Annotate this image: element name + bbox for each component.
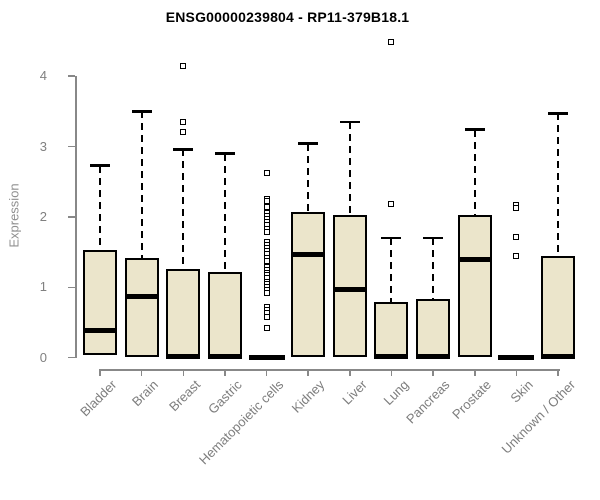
outlier-hematopoietic-cells: [263, 257, 270, 264]
median-brain: [124, 293, 159, 299]
outlier-lung: [388, 39, 395, 46]
outlier-hematopoietic-cells: [263, 228, 270, 235]
y-tick-label: 1: [39, 279, 47, 295]
median-breast: [166, 354, 201, 360]
outlier-hematopoietic-cells: [263, 198, 270, 205]
median-unknown-other: [541, 354, 576, 360]
x-axis-tick: [515, 369, 518, 376]
whisker-cap-kidney: [298, 142, 319, 145]
x-axis-tick: [99, 369, 101, 376]
outlier-hematopoietic-cells: [263, 325, 270, 332]
median-prostate: [457, 256, 492, 262]
y-axis-tick: [68, 216, 75, 218]
x-category-label: Kidney: [289, 377, 328, 416]
y-axis-tick: [68, 356, 75, 359]
y-axis-tick: [68, 145, 75, 148]
whisker-pancreas: [432, 238, 435, 299]
x-axis-tick: [140, 369, 143, 376]
outlier-lung: [388, 201, 395, 208]
x-category-label: Breast: [165, 377, 203, 415]
x-axis-tick: [349, 369, 351, 376]
x-category-label: Bladder: [77, 377, 120, 420]
box-pancreas: [416, 298, 451, 358]
whisker-liver: [348, 121, 351, 216]
chart-title: ENSG00000239804 - RP11-379B18.1: [165, 9, 410, 25]
x-axis-tick: [557, 369, 559, 376]
whisker-cap-brain: [131, 110, 152, 113]
whisker-cap-bladder: [90, 164, 110, 167]
outlier-hematopoietic-cells: [263, 289, 270, 296]
whisker-bladder: [99, 165, 101, 250]
whisker-brain: [140, 111, 143, 258]
outlier-breast: [180, 62, 187, 69]
whisker-cap-prostate: [464, 128, 485, 131]
y-tick-label: 3: [39, 138, 47, 154]
y-axis-tick: [68, 286, 75, 289]
x-axis-tick: [265, 369, 268, 376]
median-liver: [332, 286, 367, 292]
x-category-label: Brain: [129, 377, 162, 410]
x-category-label: Liver: [338, 377, 370, 408]
whisker-lung: [390, 238, 393, 303]
box-breast: [166, 268, 201, 358]
x-axis-tick: [307, 369, 309, 376]
box-unknown-other: [541, 255, 576, 358]
x-category-label: Skin: [507, 377, 537, 406]
whisker-breast: [182, 149, 185, 269]
outlier-hematopoietic-cells: [263, 204, 270, 211]
x-category-label: Lung: [380, 377, 412, 409]
y-tick-label: 2: [39, 208, 47, 224]
whisker-cap-breast: [173, 148, 194, 151]
box-bladder: [83, 249, 117, 355]
outlier-breast: [180, 118, 187, 125]
x-category-label: Unknown / Other: [498, 377, 578, 457]
whisker-unknown-other: [557, 113, 560, 256]
x-axis-tick: [224, 369, 226, 376]
whisker-cap-pancreas: [423, 236, 444, 240]
y-tick-label: 0: [39, 349, 47, 365]
x-axis-line: [98, 369, 560, 371]
whisker-cap-liver: [339, 120, 360, 124]
outlier-skin: [513, 205, 520, 212]
median-gastric: [207, 354, 242, 360]
median-bladder: [83, 328, 117, 334]
box-gastric: [207, 271, 242, 358]
x-axis-tick: [182, 369, 185, 376]
box-liver: [332, 215, 367, 357]
x-axis-tick: [474, 369, 476, 376]
y-axis-tick: [68, 75, 75, 77]
whisker-prostate: [473, 129, 476, 216]
x-category-label: Pancreas: [403, 377, 453, 427]
outlier-breast: [180, 129, 187, 136]
outlier-skin: [513, 234, 520, 241]
x-axis-tick: [390, 369, 393, 376]
outlier-hematopoietic-cells: [263, 313, 270, 320]
median-lung: [374, 354, 409, 360]
whisker-cap-gastric: [214, 152, 235, 155]
flat-box-skin: [498, 355, 535, 361]
flat-box-hematopoietic-cells: [248, 355, 285, 361]
box-brain: [124, 257, 159, 357]
median-pancreas: [416, 354, 451, 360]
x-category-label: Gastric: [204, 377, 245, 417]
x-category-label: Prostate: [449, 377, 495, 422]
box-lung: [374, 302, 409, 358]
whisker-kidney: [307, 143, 310, 212]
whisker-cap-unknown-other: [548, 112, 569, 115]
box-kidney: [291, 211, 326, 357]
median-kidney: [291, 252, 326, 258]
box-prostate: [457, 215, 492, 357]
whisker-gastric: [223, 153, 226, 272]
y-tick-label: 4: [39, 68, 47, 84]
x-axis-tick: [432, 369, 434, 376]
outlier-skin: [513, 252, 520, 259]
whisker-cap-lung: [381, 236, 402, 240]
y-axis-line: [75, 76, 77, 358]
outlier-hematopoietic-cells: [263, 170, 270, 177]
